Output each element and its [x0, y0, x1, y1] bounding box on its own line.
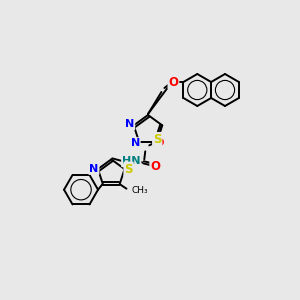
- Text: N: N: [130, 138, 140, 148]
- Text: CH₃: CH₃: [131, 186, 148, 195]
- Text: N: N: [125, 119, 134, 129]
- Text: O: O: [168, 76, 178, 88]
- Text: S: S: [153, 133, 161, 146]
- Text: S: S: [124, 163, 133, 176]
- Text: N: N: [89, 164, 99, 174]
- Text: O: O: [154, 138, 164, 148]
- Text: HN: HN: [122, 156, 140, 167]
- Text: O: O: [150, 160, 160, 173]
